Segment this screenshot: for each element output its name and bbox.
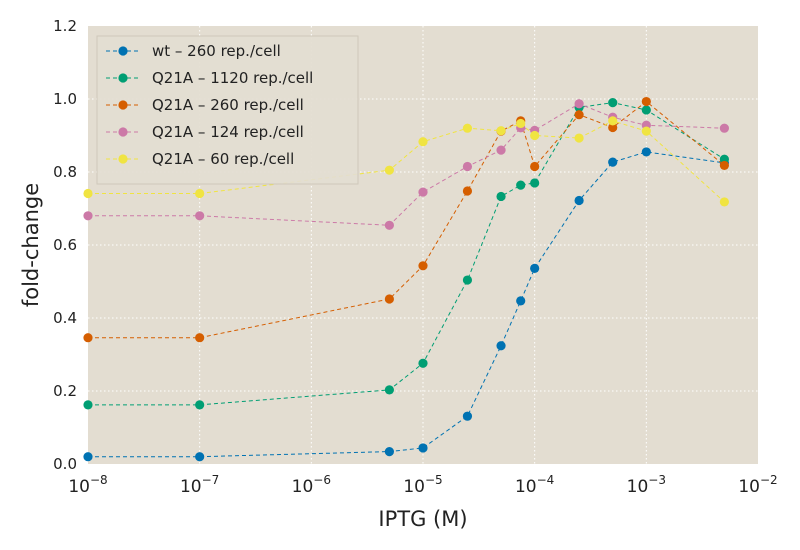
data-point bbox=[719, 160, 729, 171]
data-point bbox=[641, 105, 651, 115]
y-tick-label: 0.8 bbox=[53, 163, 77, 181]
data-point bbox=[462, 161, 473, 172]
data-point bbox=[384, 220, 394, 230]
x-tick-label: 10−4 bbox=[515, 473, 554, 497]
data-point bbox=[530, 161, 540, 172]
data-point bbox=[530, 130, 540, 141]
legend-item-4: Q21A – 60 rep./cell bbox=[106, 150, 294, 168]
x-tick-label: 10−3 bbox=[627, 473, 666, 497]
data-point bbox=[496, 191, 506, 202]
x-tick-label: 10−7 bbox=[180, 473, 219, 497]
data-point bbox=[195, 400, 205, 410]
legend-label: wt – 260 rep./cell bbox=[152, 42, 281, 60]
data-point bbox=[384, 294, 394, 304]
x-tick-label: 10−2 bbox=[738, 473, 777, 497]
data-point bbox=[719, 123, 729, 133]
legend-label: Q21A – 60 rep./cell bbox=[152, 150, 294, 168]
x-tick-label: 10−5 bbox=[403, 473, 442, 497]
data-point bbox=[83, 333, 93, 343]
data-point bbox=[496, 126, 506, 136]
data-point bbox=[496, 145, 506, 155]
series-line bbox=[88, 151, 725, 458]
legend: wt – 260 rep./cell Q21A – 1120 rep./cell Q… bbox=[96, 35, 359, 185]
series-1 bbox=[83, 98, 729, 410]
y-tick-label: 1.2 bbox=[53, 17, 77, 35]
data-point bbox=[719, 197, 729, 207]
y-axis-label: fold-change bbox=[19, 183, 43, 307]
legend-item-0: wt – 260 rep./cell bbox=[106, 42, 281, 60]
x-tick-label: 10−8 bbox=[68, 473, 107, 497]
data-point bbox=[83, 211, 93, 221]
data-point bbox=[418, 187, 428, 197]
series-line bbox=[88, 103, 725, 226]
data-point bbox=[462, 123, 473, 133]
data-point bbox=[83, 400, 93, 410]
data-point bbox=[641, 96, 651, 107]
series-0 bbox=[83, 147, 729, 462]
data-point bbox=[418, 358, 428, 368]
data-point bbox=[195, 188, 205, 199]
data-point bbox=[83, 188, 93, 199]
data-point bbox=[530, 263, 540, 273]
data-point bbox=[418, 261, 428, 271]
y-tick-label: 0.4 bbox=[53, 309, 77, 327]
legend-label: Q21A – 124 rep./cell bbox=[152, 123, 304, 141]
data-point bbox=[530, 178, 540, 188]
y-axis-ticks: 0.0 0.2 0.4 0.6 0.8 1.0 1.2 bbox=[53, 17, 77, 473]
data-point bbox=[384, 446, 394, 457]
legend-swatch-marker bbox=[118, 73, 128, 83]
data-point bbox=[608, 122, 618, 133]
legend-label: Q21A – 1120 rep./cell bbox=[152, 69, 313, 87]
series-layer bbox=[83, 96, 729, 462]
data-point bbox=[462, 411, 473, 421]
data-point bbox=[574, 99, 584, 109]
series-4 bbox=[83, 116, 729, 207]
data-point bbox=[462, 275, 473, 285]
legend-label: Q21A – 260 rep./cell bbox=[152, 96, 304, 114]
data-point bbox=[574, 195, 584, 206]
data-point bbox=[195, 333, 205, 343]
legend-swatch-marker bbox=[118, 100, 128, 110]
legend-item-3: Q21A – 124 rep./cell bbox=[106, 123, 304, 141]
data-point bbox=[418, 137, 428, 147]
legend-box bbox=[96, 35, 359, 185]
y-tick-label: 0.6 bbox=[53, 236, 77, 254]
series-line bbox=[88, 100, 725, 339]
data-point bbox=[516, 180, 526, 190]
series-line bbox=[88, 120, 725, 203]
data-point bbox=[384, 385, 394, 395]
legend-swatch-marker bbox=[118, 127, 128, 137]
data-point bbox=[516, 296, 526, 306]
data-point bbox=[384, 165, 394, 175]
data-point bbox=[462, 186, 473, 196]
data-point bbox=[574, 133, 584, 143]
data-point bbox=[195, 452, 205, 462]
x-axis-ticks: 10−8 10−7 10−6 10−5 10−4 10−3 10−2 bbox=[68, 473, 777, 497]
y-tick-label: 0.0 bbox=[53, 455, 77, 473]
data-point bbox=[608, 157, 618, 167]
legend-item-2: Q21A – 260 rep./cell bbox=[106, 96, 304, 114]
data-point bbox=[418, 443, 428, 453]
data-point bbox=[496, 341, 506, 351]
legend-swatch-marker bbox=[118, 46, 128, 56]
data-point bbox=[641, 126, 651, 136]
y-tick-label: 1.0 bbox=[53, 90, 77, 108]
legend-swatch-marker bbox=[118, 154, 128, 164]
y-tick-label: 0.2 bbox=[53, 382, 77, 400]
x-axis-label: IPTG (M) bbox=[378, 507, 467, 531]
data-point bbox=[574, 110, 584, 120]
data-point bbox=[641, 147, 651, 157]
data-point bbox=[195, 211, 205, 221]
data-point bbox=[608, 116, 618, 126]
data-point bbox=[608, 98, 618, 108]
data-point bbox=[83, 452, 93, 462]
x-tick-label: 10−6 bbox=[292, 473, 331, 497]
legend-item-1: Q21A – 1120 rep./cell bbox=[106, 69, 313, 87]
data-point bbox=[516, 118, 526, 129]
series-line bbox=[88, 102, 725, 406]
